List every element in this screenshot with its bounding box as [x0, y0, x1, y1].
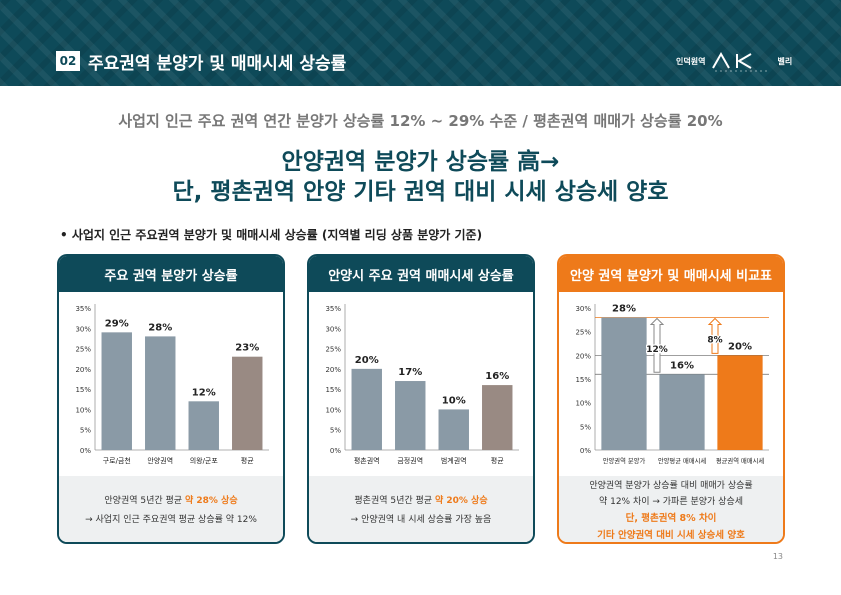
- footer-line-2: 약 12% 차이 → 가파른 분양가 상승세: [598, 496, 744, 507]
- y-tick-label: 10%: [325, 406, 341, 414]
- bar-value-label: 28%: [612, 303, 636, 314]
- y-tick-label: 0%: [330, 447, 341, 455]
- bar-chart: 0% 5% 10% 15% 20% 25% 30% 35% 29% 구로/금천 28% 안양권역 12%…: [67, 298, 275, 474]
- brand-logo: 인덕원역 벨리: [676, 48, 792, 74]
- headline-line-2: 단, 평촌권역 안양 기타 권역 대비 시세 상승세 양호: [172, 179, 669, 205]
- x-tick-label: 의왕/군포: [190, 456, 219, 465]
- page-number: 13: [772, 552, 783, 561]
- x-tick-label: 안양권역 분양가: [603, 456, 646, 465]
- header-band: 02 주요권역 분양가 및 매매시세 상승률 인덕원역 벨리: [0, 0, 841, 86]
- bar-value-label: 10%: [442, 395, 466, 406]
- bar-value-label: 28%: [148, 322, 172, 333]
- y-tick-label: 25%: [325, 346, 341, 354]
- y-tick-label: 0%: [580, 447, 591, 455]
- x-tick-label: 안양평균 매매시세: [658, 456, 707, 465]
- y-tick-label: 15%: [75, 386, 91, 394]
- logo-left-text: 인덕원역: [676, 56, 706, 66]
- y-tick-label: 5%: [580, 423, 591, 431]
- y-tick-label: 20%: [325, 366, 341, 374]
- card-title: 안양 권역 분양가 및 매매시세 비교표: [559, 256, 783, 292]
- bar-value-label: 12%: [192, 387, 216, 398]
- y-tick-label: 0%: [80, 447, 91, 455]
- section-number-badge: 02: [56, 51, 80, 71]
- footer-line-2: → 안양권역 내 시세 상승률 가장 높음: [350, 515, 492, 525]
- card-title: 안양시 주요 권역 매매시세 상승률: [309, 256, 533, 292]
- highlight-value: 약 28% 상승: [184, 496, 238, 506]
- summary-subline: 사업지 인근 주요 권역 연간 분양가 상승률 12% ~ 29% 수준 / 평…: [118, 112, 723, 130]
- headline-line-1: 안양권역 분양가 상승률 高→: [281, 149, 560, 175]
- bar-value-label: 20%: [728, 341, 752, 352]
- y-tick-label: 15%: [575, 376, 591, 384]
- up-arrow-icon: [649, 317, 665, 373]
- x-tick-label: 평균: [491, 456, 504, 465]
- bar-chart: 0% 5% 10% 15% 20% 25% 30% 28% 안양권역 분양가 16% 안양평균 매매…: [567, 298, 775, 474]
- bar: [601, 317, 647, 450]
- card-footer: 안양권역 분양가 상승률 대비 매매가 상승률 약 12% 차이 → 가파른 분…: [559, 476, 783, 542]
- bar: [188, 401, 219, 450]
- footer-line-2: → 사업지 인근 주요권역 평균 상승률 약 12%: [85, 515, 257, 525]
- card-market-price-growth: 안양시 주요 권역 매매시세 상승률 0% 5% 10% 15% 20% 25% 30% 35…: [307, 254, 535, 544]
- x-tick-label: 금정권역: [397, 456, 423, 465]
- card-footer: 평촌권역 5년간 평균 약 20% 상승 → 안양권역 내 시세 상승률 가장 …: [309, 476, 533, 542]
- x-tick-label: 범계권역: [441, 456, 467, 465]
- bar: [717, 355, 763, 450]
- card-comparison: 안양 권역 분양가 및 매매시세 비교표 0% 5% 10% 15% 20% 25% 30%…: [557, 254, 785, 544]
- bar-value-label: 16%: [670, 360, 694, 371]
- logo-mark-icon: [712, 51, 768, 72]
- footer-line-4: 기타 안양권역 대비 시세 상승세 양호: [597, 529, 745, 541]
- y-tick-label: 25%: [75, 346, 91, 354]
- y-tick-label: 15%: [325, 386, 341, 394]
- bar-value-label: 17%: [398, 367, 422, 378]
- y-tick-label: 5%: [330, 427, 341, 435]
- bar-value-label: 16%: [485, 371, 509, 382]
- y-tick-label: 35%: [75, 305, 91, 313]
- bar: [145, 336, 176, 450]
- bar: [438, 409, 469, 450]
- x-tick-label: 평균권역 매매시세: [716, 456, 765, 465]
- y-tick-label: 35%: [325, 305, 341, 313]
- bar: [351, 368, 382, 450]
- bar: [232, 356, 263, 450]
- x-tick-label: 평촌권역: [354, 456, 380, 465]
- bar: [482, 385, 513, 450]
- footer-line-1: 평촌권역 5년간 평균 약 20% 상승: [354, 496, 488, 506]
- up-arrow-icon: [707, 317, 723, 354]
- y-tick-label: 10%: [75, 406, 91, 414]
- bar-value-label: 20%: [355, 355, 379, 366]
- y-tick-label: 20%: [575, 352, 591, 360]
- bar-chart: 0% 5% 10% 15% 20% 25% 30% 35% 20% 평촌권역 17% 금정권역 10% 범…: [317, 298, 525, 474]
- footer-line-3: 단, 평촌권역 8% 차이: [625, 512, 717, 524]
- y-tick-label: 10%: [575, 400, 591, 408]
- y-tick-label: 30%: [75, 325, 91, 333]
- y-tick-label: 30%: [325, 325, 341, 333]
- x-tick-label: 구로/금천: [103, 456, 131, 465]
- bar: [101, 332, 132, 450]
- footer-line-1: 안양권역 분양가 상승률 대비 매매가 상승률: [589, 480, 753, 491]
- difference-label: 12%: [646, 345, 668, 355]
- difference-label: 8%: [707, 335, 722, 345]
- highlight-value: 약 20% 상승: [434, 496, 488, 506]
- bar-value-label: 29%: [105, 318, 129, 329]
- bar: [395, 381, 426, 450]
- y-tick-label: 20%: [75, 366, 91, 374]
- x-tick-label: 평균: [241, 456, 254, 465]
- bar: [659, 374, 705, 450]
- card-title: 주요 권역 분양가 상승률: [59, 256, 283, 292]
- y-tick-label: 30%: [575, 305, 591, 313]
- bar-value-label: 23%: [235, 343, 259, 354]
- footer-line-1: 안양권역 5년간 평균 약 28% 상승: [104, 496, 238, 506]
- bullet-caption: • 사업지 인근 주요권역 분양가 및 매매시세 상승률 (지역별 리딩 상품 …: [60, 228, 483, 242]
- y-tick-label: 5%: [80, 427, 91, 435]
- card-footer: 안양권역 5년간 평균 약 28% 상승 → 사업지 인근 주요권역 평균 상승…: [59, 476, 283, 542]
- section-title: 주요권역 분양가 및 매매시세 상승률: [88, 54, 347, 74]
- y-tick-label: 25%: [575, 329, 591, 337]
- logo-right-text: 벨리: [777, 56, 793, 66]
- x-tick-label: 안양권역: [147, 456, 173, 465]
- card-sales-price-growth: 주요 권역 분양가 상승률 0% 5% 10% 15% 20% 25% 30% 35% 29% 구…: [57, 254, 285, 544]
